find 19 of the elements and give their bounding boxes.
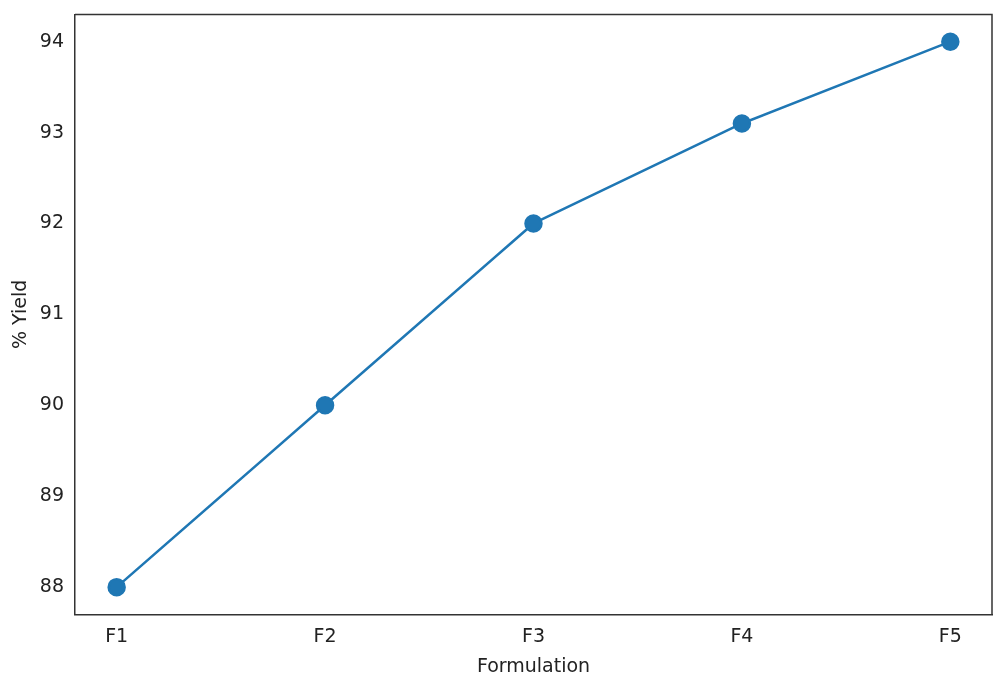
point [315,396,335,415]
y-tick-label: 94 [39,28,64,51]
y-tick-label: 89 [39,483,64,506]
x-tick-label: F1 [105,623,129,646]
y-tick-label: 90 [39,392,64,415]
point [732,114,752,133]
point [941,32,960,51]
x-tick-label: F4 [730,623,754,646]
x-tick-label: F5 [938,623,962,646]
point [524,214,543,233]
point [107,577,126,597]
y-axis-title: % Yield [8,279,31,350]
x-tick-label: F2 [313,623,337,646]
y-tick-label: 93 [39,119,64,142]
x-axis-title: Formulation [476,653,591,676]
y-tick-label: 91 [39,301,64,324]
y-tick-label: 92 [39,210,64,233]
x-tick-label: F3 [521,623,545,646]
y-tick-label: 88 [39,574,64,597]
